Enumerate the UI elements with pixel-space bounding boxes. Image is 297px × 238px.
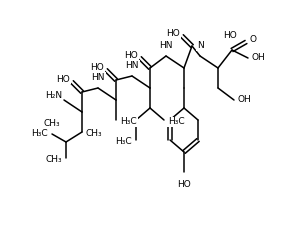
Text: HO: HO [124,50,138,60]
Text: H₃C: H₃C [120,118,137,127]
Text: HN: HN [91,73,105,82]
Text: H₂N: H₂N [45,91,62,100]
Text: H₃C: H₃C [31,129,48,139]
Text: HN: HN [159,41,173,50]
Text: OH: OH [237,95,251,104]
Text: HN: HN [125,61,139,70]
Text: CH₃: CH₃ [45,155,62,164]
Text: HO: HO [56,74,70,84]
Text: H₃C: H₃C [115,138,132,147]
Text: HO: HO [177,180,191,189]
Text: HO: HO [223,31,237,40]
Text: H₃C: H₃C [168,118,185,127]
Text: O: O [249,35,256,45]
Text: N: N [197,41,203,50]
Text: HO: HO [166,30,180,39]
Text: CH₃: CH₃ [86,129,103,139]
Text: CH₃: CH₃ [44,119,60,128]
Text: OH: OH [251,54,265,63]
Text: HO: HO [90,63,104,71]
